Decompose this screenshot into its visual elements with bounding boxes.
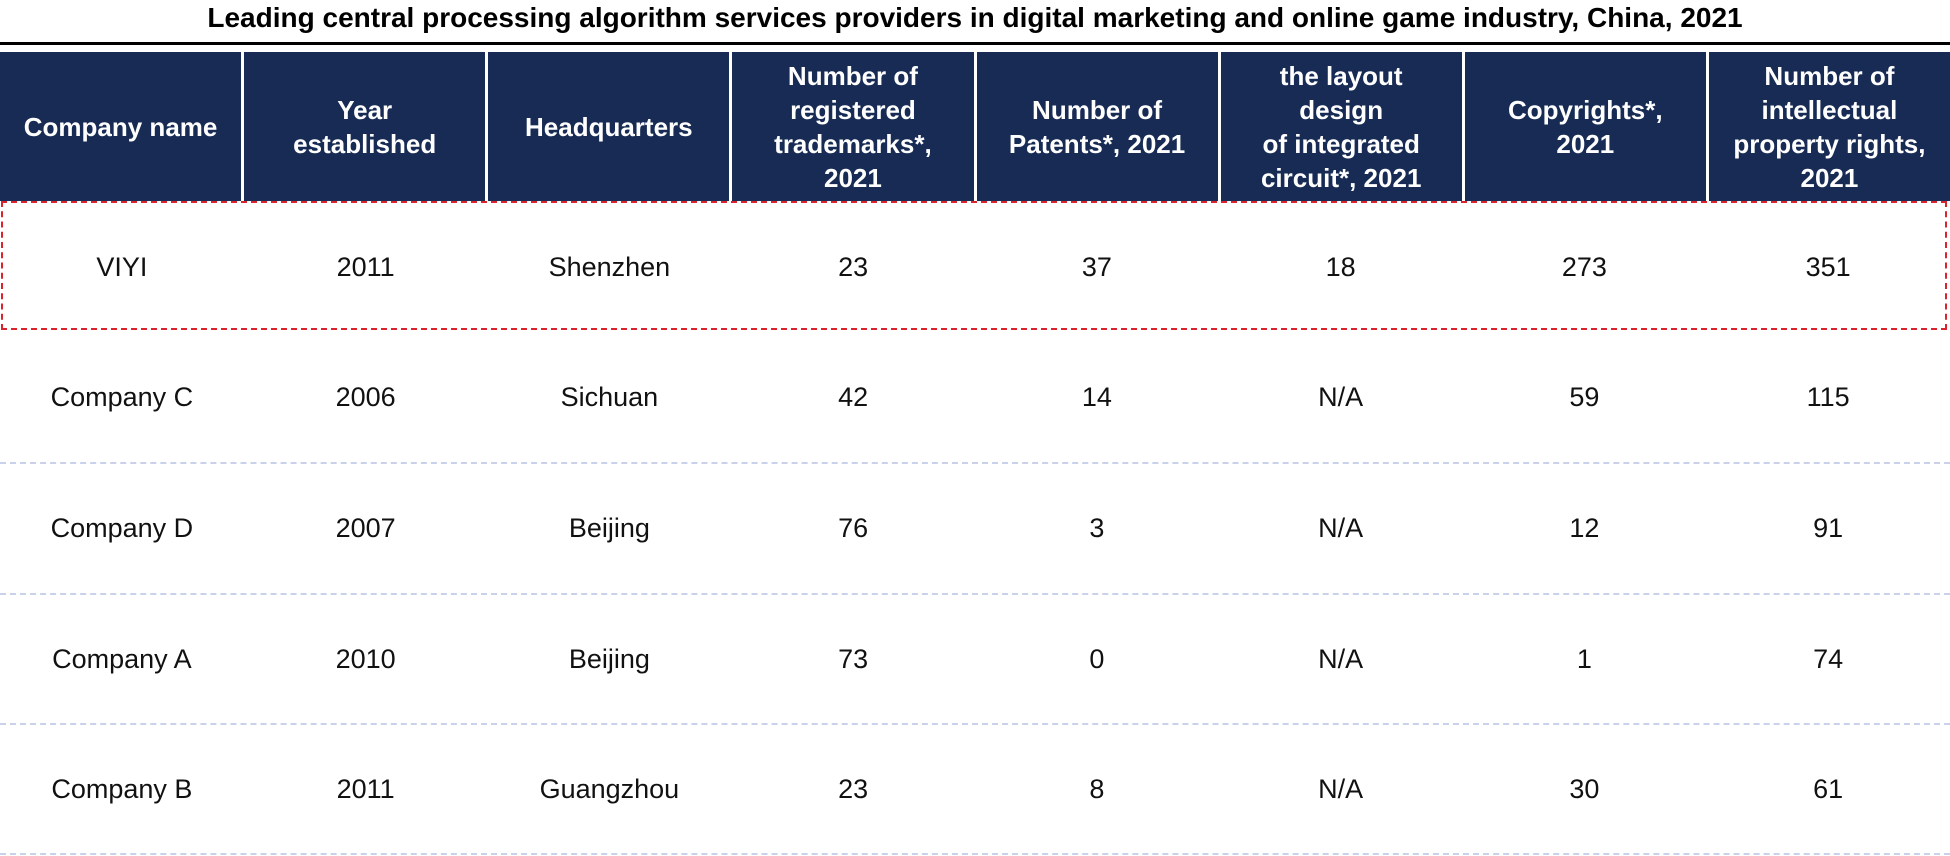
cell-copyrights: 12 (1569, 512, 1600, 543)
table-row: Company D 2007 Beijing 76 3 N/A 12 91 (0, 464, 1950, 592)
cell-ic-layout: N/A (1318, 773, 1364, 804)
table-row: Company A 2010 Beijing 73 0 N/A 1 74 (0, 595, 1950, 723)
cell-company-name: VIYI (96, 251, 148, 282)
cell-headquarters: Beijing (568, 512, 650, 543)
cell-company-name: Company C (50, 381, 194, 412)
cell-year-established: 2006 (335, 381, 396, 412)
cell-ic-layout: N/A (1318, 381, 1364, 412)
cell-company-name: Company D (50, 512, 194, 543)
row-divider (0, 853, 1950, 855)
cell-ic-layout: N/A (1318, 643, 1364, 674)
cell-year-established: 2007 (335, 512, 396, 543)
cell-trademarks: 76 (838, 512, 869, 543)
cell-headquarters: Beijing (568, 643, 650, 674)
header-registered-trademarks: Number of registered trademarks*, 2021 (732, 52, 974, 201)
cell-trademarks: 42 (838, 381, 869, 412)
cell-year-established: 2010 (335, 643, 396, 674)
cell-ip-rights: 351 (1805, 251, 1851, 282)
cell-ip-rights: 91 (1813, 512, 1844, 543)
table-row: Company C 2006 Sichuan 42 14 N/A 59 115 (0, 333, 1950, 461)
cell-headquarters: Sichuan (560, 381, 659, 412)
header-year-established: Year established (244, 52, 486, 201)
table-title: Leading central processing algorithm ser… (207, 2, 1743, 33)
cell-patents: 3 (1089, 512, 1105, 543)
header-ip-rights: Number of intellectual property rights, … (1708, 52, 1950, 201)
cell-trademarks: 23 (838, 251, 869, 282)
table-row: VIYI 2011 Shenzhen 23 37 18 273 351 (0, 203, 1950, 331)
cell-patents: 37 (1081, 251, 1112, 282)
cell-headquarters: Shenzhen (548, 251, 671, 282)
header-integrated-circuit-layout: the layout design of integrated circuit*… (1220, 52, 1462, 201)
header-patents: Number of Patents*, 2021 (976, 52, 1218, 201)
cell-company-name: Company A (52, 643, 192, 674)
cell-ic-layout: 18 (1325, 251, 1356, 282)
cell-trademarks: 23 (838, 773, 869, 804)
cell-patents: 14 (1081, 381, 1112, 412)
row-divider (0, 593, 1950, 595)
cell-company-name: Company B (51, 773, 193, 804)
row-divider (0, 723, 1950, 725)
cell-copyrights: 1 (1576, 643, 1592, 674)
cell-copyrights: 273 (1561, 251, 1607, 282)
cell-year-established: 2011 (336, 251, 395, 282)
cell-ip-rights: 74 (1813, 643, 1844, 674)
header-copyrights: Copyrights*, 2021 (1464, 52, 1706, 201)
cell-ip-rights: 115 (1806, 381, 1850, 412)
cell-year-established: 2011 (336, 773, 395, 804)
cell-patents: 8 (1089, 773, 1105, 804)
title-rule (0, 42, 1950, 45)
row-divider (0, 462, 1950, 464)
cell-patents: 0 (1089, 643, 1105, 674)
cell-ic-layout: N/A (1318, 512, 1364, 543)
cell-copyrights: 59 (1569, 381, 1600, 412)
cell-ip-rights: 61 (1813, 773, 1844, 804)
cell-headquarters: Guangzhou (539, 773, 680, 804)
cell-trademarks: 73 (838, 643, 869, 674)
header-company-name: Company name (0, 52, 242, 201)
table-header: Company name Year established Headquarte… (0, 52, 1950, 201)
header-headquarters: Headquarters (488, 52, 730, 201)
table-row: Company B 2011 Guangzhou 23 8 N/A 30 61 (0, 725, 1950, 853)
cell-copyrights: 30 (1569, 773, 1600, 804)
